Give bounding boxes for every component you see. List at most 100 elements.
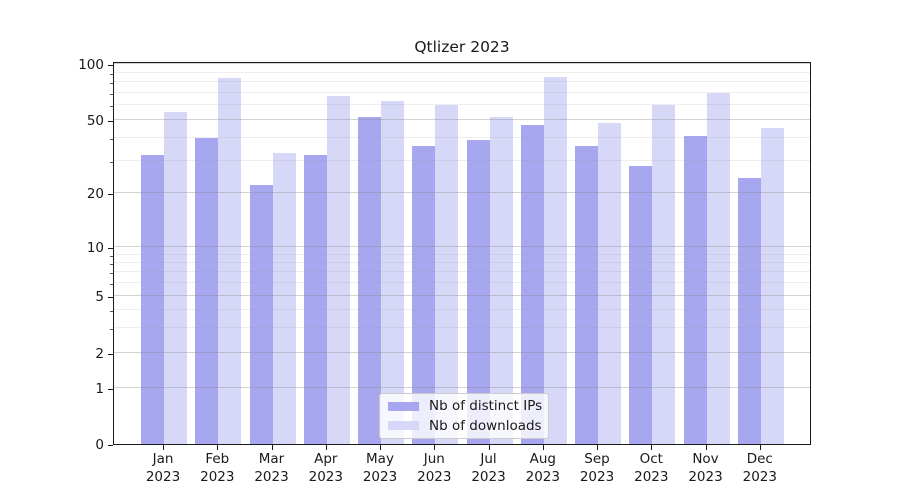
bar-downloads-aug-2023 [543, 77, 567, 444]
x-tick-label-line: 2023 [525, 468, 560, 485]
x-tick-label-line: 2023 [742, 468, 777, 485]
x-tick-label-line: Dec [746, 451, 773, 467]
y-tick-label-10: 10 [86, 240, 104, 257]
y-minor-tick-9 [110, 255, 113, 257]
x-tick-label-nov-2023: Nov 2023 [676, 451, 736, 486]
y-minor-tick-40 [110, 138, 113, 140]
bar-distinct-ips-jul-2023 [466, 139, 490, 444]
legend-swatch-downloads [388, 421, 419, 431]
y-minor-tick-7 [110, 273, 113, 275]
y-tick-2 [108, 354, 113, 356]
bar-downloads-jun-2023 [435, 105, 459, 444]
chart-title: Qtlizer 2023 [414, 38, 510, 56]
legend-entry-downloads: Nb of downloads [388, 417, 542, 435]
bar-distinct-ips-dec-2023 [737, 178, 761, 444]
bar-distinct-ips-nov-2023 [683, 135, 707, 444]
x-tick-label-line: Apr [314, 451, 338, 467]
gridline-major-1 [114, 387, 810, 389]
gridline-major-5 [114, 294, 810, 296]
bar-downloads-nov-2023 [706, 92, 730, 444]
y-minor-tick-4 [110, 310, 113, 312]
y-tick-label-50: 50 [86, 112, 104, 129]
gridline-minor-9 [114, 253, 810, 255]
x-tick-label-line: 2023 [362, 468, 398, 485]
x-tick-apr-2023 [325, 445, 327, 450]
x-tick-feb-2023 [217, 445, 219, 450]
x-tick-may-2023 [380, 445, 382, 450]
x-tick-aug-2023 [542, 445, 544, 450]
bar-downloads-sep-2023 [598, 123, 621, 444]
y-tick-0 [108, 445, 113, 447]
x-tick-label-sep-2023: Sep 2023 [567, 451, 627, 486]
gridline-minor-60 [114, 104, 810, 106]
y-tick-label-1: 1 [95, 381, 104, 398]
y-tick-label-20: 20 [86, 185, 104, 202]
bar-distinct-ips-apr-2023 [303, 155, 327, 444]
y-minor-tick-80 [110, 83, 113, 84]
bar-distinct-ips-aug-2023 [520, 124, 544, 444]
bar-downloads-mar-2023 [272, 152, 296, 444]
y-tick-label-100: 100 [78, 57, 104, 73]
y-tick-label-2: 2 [95, 346, 104, 363]
x-tick-dec-2023 [759, 445, 761, 450]
bar-downloads-dec-2023 [760, 128, 784, 444]
x-tick-label-line: Jan [152, 451, 174, 467]
y-tick-50 [108, 120, 113, 123]
x-tick-nov-2023 [705, 445, 707, 450]
gridline-major-100 [114, 63, 810, 64]
x-tick-label-line: May [366, 451, 394, 467]
legend: Nb of distinct IPs Nb of downloads [379, 393, 549, 439]
bar-downloads-jan-2023 [164, 112, 187, 444]
x-tick-label-line: Aug [529, 451, 556, 467]
x-tick-sep-2023 [597, 445, 599, 450]
x-tick-label-line: Mar [258, 451, 285, 467]
x-tick-label-line: 2023 [471, 468, 506, 485]
x-tick-label-line: 2023 [308, 468, 343, 485]
y-tick-label-0: 0 [95, 437, 104, 453]
x-tick-jun-2023 [434, 445, 436, 450]
gridline-minor-40 [114, 136, 810, 138]
x-tick-jul-2023 [488, 445, 490, 450]
gridline-minor-6 [114, 282, 810, 283]
bar-downloads-may-2023 [381, 101, 404, 444]
x-tick-label-line: Jul [480, 451, 497, 467]
x-tick-label-may-2023: May 2023 [350, 451, 410, 486]
y-tick-20 [108, 193, 113, 195]
x-tick-label-mar-2023: Mar 2023 [242, 451, 302, 486]
y-tick-10 [108, 248, 113, 250]
legend-label-distinct-ips: Nb of distinct IPs [429, 398, 543, 415]
bar-distinct-ips-jan-2023 [141, 155, 164, 444]
x-tick-oct-2023 [651, 445, 653, 450]
y-minor-tick-8 [110, 263, 113, 265]
gridline-minor-7 [114, 271, 810, 273]
bar-distinct-ips-oct-2023 [629, 166, 653, 444]
x-tick-mar-2023 [271, 445, 273, 450]
gridline-major-20 [114, 191, 810, 193]
x-tick-label-line: 2023 [688, 468, 723, 485]
legend-swatch-distinct-ips [388, 401, 419, 411]
x-tick-label-line: Oct [639, 451, 663, 467]
bar-distinct-ips-mar-2023 [249, 185, 273, 444]
x-tick-label-oct-2023: Oct 2023 [621, 451, 681, 486]
x-tick-label-line: 2023 [579, 468, 615, 485]
y-tick-5 [108, 296, 113, 298]
x-tick-label-line: Jun [423, 451, 445, 467]
gridline-minor-70 [114, 91, 810, 93]
x-tick-label-line: 2023 [417, 468, 452, 485]
x-tick-jan-2023 [163, 445, 165, 450]
x-tick-label-aug-2023: Aug 2023 [513, 451, 573, 486]
x-tick-label-apr-2023: Apr 2023 [296, 451, 356, 486]
gridline-major-10 [114, 246, 810, 248]
gridline-minor-3 [114, 326, 810, 328]
x-tick-label-dec-2023: Dec 2023 [730, 451, 790, 486]
gridline-major-50 [114, 118, 810, 120]
bar-downloads-jul-2023 [489, 116, 513, 444]
x-tick-label-jul-2023: Jul 2023 [459, 451, 519, 486]
y-minor-tick-6 [110, 284, 113, 285]
legend-label-downloads: Nb of downloads [429, 417, 542, 434]
x-tick-label-jan-2023: Jan 2023 [133, 451, 193, 486]
bar-downloads-feb-2023 [218, 78, 242, 444]
x-tick-label-line: Sep [584, 451, 610, 467]
gridline-minor-80 [114, 81, 810, 82]
